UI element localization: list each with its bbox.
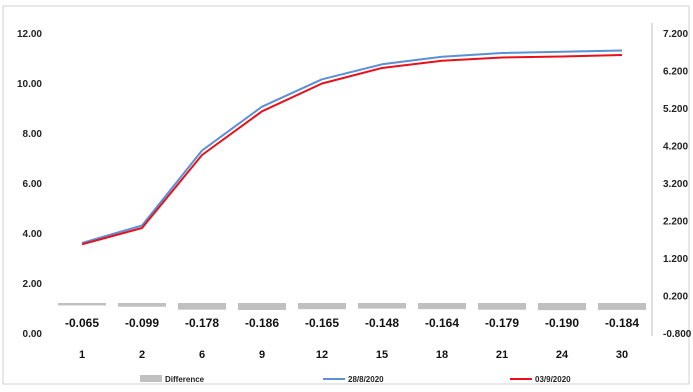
x-axis-tick-label: 30 — [616, 349, 628, 361]
difference-bar — [418, 303, 466, 310]
difference-bar — [538, 303, 586, 311]
right-axis-tick-label: 5.200 — [663, 104, 688, 115]
series-lines — [81, 49, 623, 246]
left-axis-tick-label: 10.00 — [17, 79, 42, 90]
right-axis-tick-label: 6.200 — [663, 67, 688, 78]
difference-bar — [358, 303, 406, 309]
x-axis-tick-label: 6 — [199, 349, 205, 361]
chart-border — [2, 5, 690, 385]
difference-bars — [58, 303, 646, 311]
legend-entry-label: 28/8/2020 — [348, 375, 384, 384]
left-axis-tick-label: 8.00 — [23, 129, 43, 140]
x-axis-tick-label: 21 — [496, 349, 508, 361]
right-axis-tick-label: 7.200 — [663, 29, 688, 40]
x-axis-tick-label: 1 — [79, 349, 85, 361]
bar-data-labels: -0.065 -0.099 -0.178 -0.186 -0.165 -0.148 -0.1… — [65, 316, 639, 330]
x-axis-tick-label: 2 — [139, 349, 145, 361]
x-axis-tick-labels: 1 2 6 9 12 15 18 21 24 30 — [79, 349, 628, 361]
bar-data-label: -0.065 — [65, 316, 99, 330]
x-axis-tick-label: 15 — [376, 349, 388, 361]
bar-data-label: -0.186 — [245, 316, 279, 330]
legend: Difference 28/8/2020 03/9/2020 — [140, 375, 571, 384]
bar-data-label: -0.190 — [545, 316, 579, 330]
series-line-03-9-2020 — [81, 54, 623, 246]
right-axis-tick-label: -0.800 — [663, 329, 692, 340]
x-axis-tick-label: 12 — [316, 349, 328, 361]
difference-bar — [178, 303, 226, 310]
legend-swatch-difference — [140, 375, 162, 382]
left-axis-tick-label: 12.00 — [17, 29, 42, 40]
right-axis-tick-label: 0.200 — [663, 292, 688, 303]
bar-data-label: -0.099 — [125, 316, 159, 330]
difference-bar — [58, 303, 106, 306]
right-axis-tick-label: 4.200 — [663, 142, 688, 153]
bar-data-label: -0.164 — [425, 316, 459, 330]
x-axis-tick-label: 24 — [556, 349, 569, 361]
difference-bar — [238, 303, 286, 310]
legend-entry-label: 03/9/2020 — [535, 375, 571, 384]
right-axis-tick-label: 1.200 — [663, 254, 688, 265]
left-axis-tick-label: 2.00 — [23, 279, 43, 290]
right-axis-tick-label: 2.200 — [663, 217, 688, 228]
legend-entry-label: Difference — [165, 375, 205, 384]
left-axis-tick-label: 0.00 — [23, 329, 43, 340]
difference-bar — [298, 303, 346, 310]
bar-data-label: -0.178 — [185, 316, 219, 330]
bar-data-label: -0.184 — [605, 316, 639, 330]
right-axis-tick-label: 3.200 — [663, 179, 688, 190]
bar-data-label: -0.148 — [365, 316, 399, 330]
right-axis-tick-labels: -0.800 0.200 1.200 2.200 3.200 4.200 5.200 6.20… — [663, 29, 692, 340]
bar-data-label: -0.165 — [305, 316, 339, 330]
left-axis-tick-label: 4.00 — [23, 229, 43, 240]
series-line-28-8-2020 — [81, 49, 623, 244]
difference-bar — [118, 303, 166, 307]
x-axis-tick-label: 18 — [436, 349, 448, 361]
bar-data-label: -0.179 — [485, 316, 519, 330]
difference-bar — [598, 303, 646, 310]
left-axis-tick-label: 6.00 — [23, 179, 43, 190]
x-axis-tick-label: 9 — [259, 349, 265, 361]
left-axis-tick-labels: 0.00 2.00 4.00 6.00 8.00 10.00 12.00 — [17, 29, 42, 340]
difference-bar — [478, 303, 526, 310]
